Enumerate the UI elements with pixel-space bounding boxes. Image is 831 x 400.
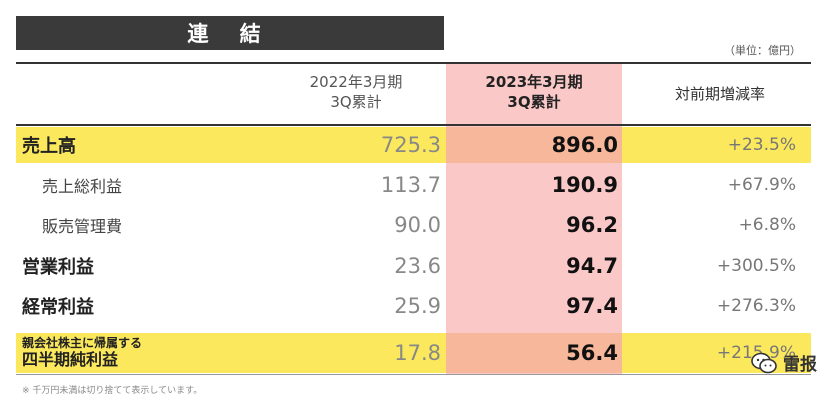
change-rate: +215.9% [716, 343, 796, 363]
table-bottom-rule [16, 374, 811, 375]
table-row-sales: 売上高 725.3 896.0 +23.5% [16, 125, 811, 165]
table-row-gross-profit: 売上総利益 113.7 190.9 +67.9% [16, 165, 811, 205]
change-rate: +6.8% [738, 215, 796, 235]
row-band-overlap-sales [446, 127, 622, 163]
row-label-line2: 四半期純利益 [22, 350, 119, 369]
row-band-overlap-net-income [446, 333, 622, 373]
watermark: 雷报 [751, 350, 817, 375]
wechat-icon [751, 352, 777, 373]
table-row-ordinary-income: 経常利益 25.9 97.4 +276.3% [16, 286, 811, 326]
table-row-net-income: 親会社株主に帰属する 四半期純利益 17.8 56.4 +215.9% [16, 333, 811, 373]
curr-value: 94.7 [566, 254, 618, 278]
curr-value: 190.9 [551, 173, 618, 197]
row-band-sales [16, 127, 811, 163]
prev-value: 90.0 [394, 213, 441, 237]
curr-value: 97.4 [566, 294, 618, 318]
row-label-line1: 親会社株主に帰属する [22, 336, 143, 350]
row-label: 営業利益 [22, 257, 94, 278]
change-rate: +23.5% [727, 135, 796, 155]
curr-value: 896.0 [551, 133, 618, 157]
prev-value: 113.7 [380, 173, 441, 197]
curr-value: 56.4 [566, 341, 618, 365]
row-label: 売上総利益 [42, 177, 123, 196]
row-band-net-income [16, 333, 811, 373]
unit-label: （単位：億円） [724, 44, 801, 57]
table-row-sga: 販売管理費 90.0 96.2 +6.8% [16, 205, 811, 245]
table-row-operating-income: 営業利益 23.6 94.7 +300.5% [16, 246, 811, 286]
footnote: ※ 千万円未満は切り捨てて表示しています。 [22, 386, 203, 396]
change-rate: +67.9% [727, 175, 796, 195]
header-change-rate: 対前期増減率 [674, 85, 765, 103]
row-label: 販売管理費 [42, 217, 123, 236]
row-label: 経常利益 [22, 297, 94, 318]
curr-value: 96.2 [566, 213, 618, 237]
section-title: 連 結 [16, 16, 444, 50]
prev-value: 17.8 [394, 341, 441, 365]
prev-value: 23.6 [394, 254, 441, 278]
row-label: 親会社株主に帰属する 四半期純利益 [22, 333, 142, 373]
change-rate: +276.3% [716, 296, 796, 316]
row-label: 売上高 [22, 136, 76, 157]
header-prev-period: 2022年3月期 3Q累計 [309, 73, 403, 111]
prev-value: 725.3 [380, 133, 441, 157]
header-current-period: 2023年3月期 3Q累計 [485, 73, 583, 111]
change-rate: +300.5% [716, 256, 796, 276]
watermark-text: 雷报 [783, 355, 817, 375]
current-period-column-highlight [446, 62, 622, 374]
prev-value: 25.9 [394, 294, 441, 318]
table-top-rule [16, 62, 811, 64]
header-bottom-rule [16, 124, 811, 126]
